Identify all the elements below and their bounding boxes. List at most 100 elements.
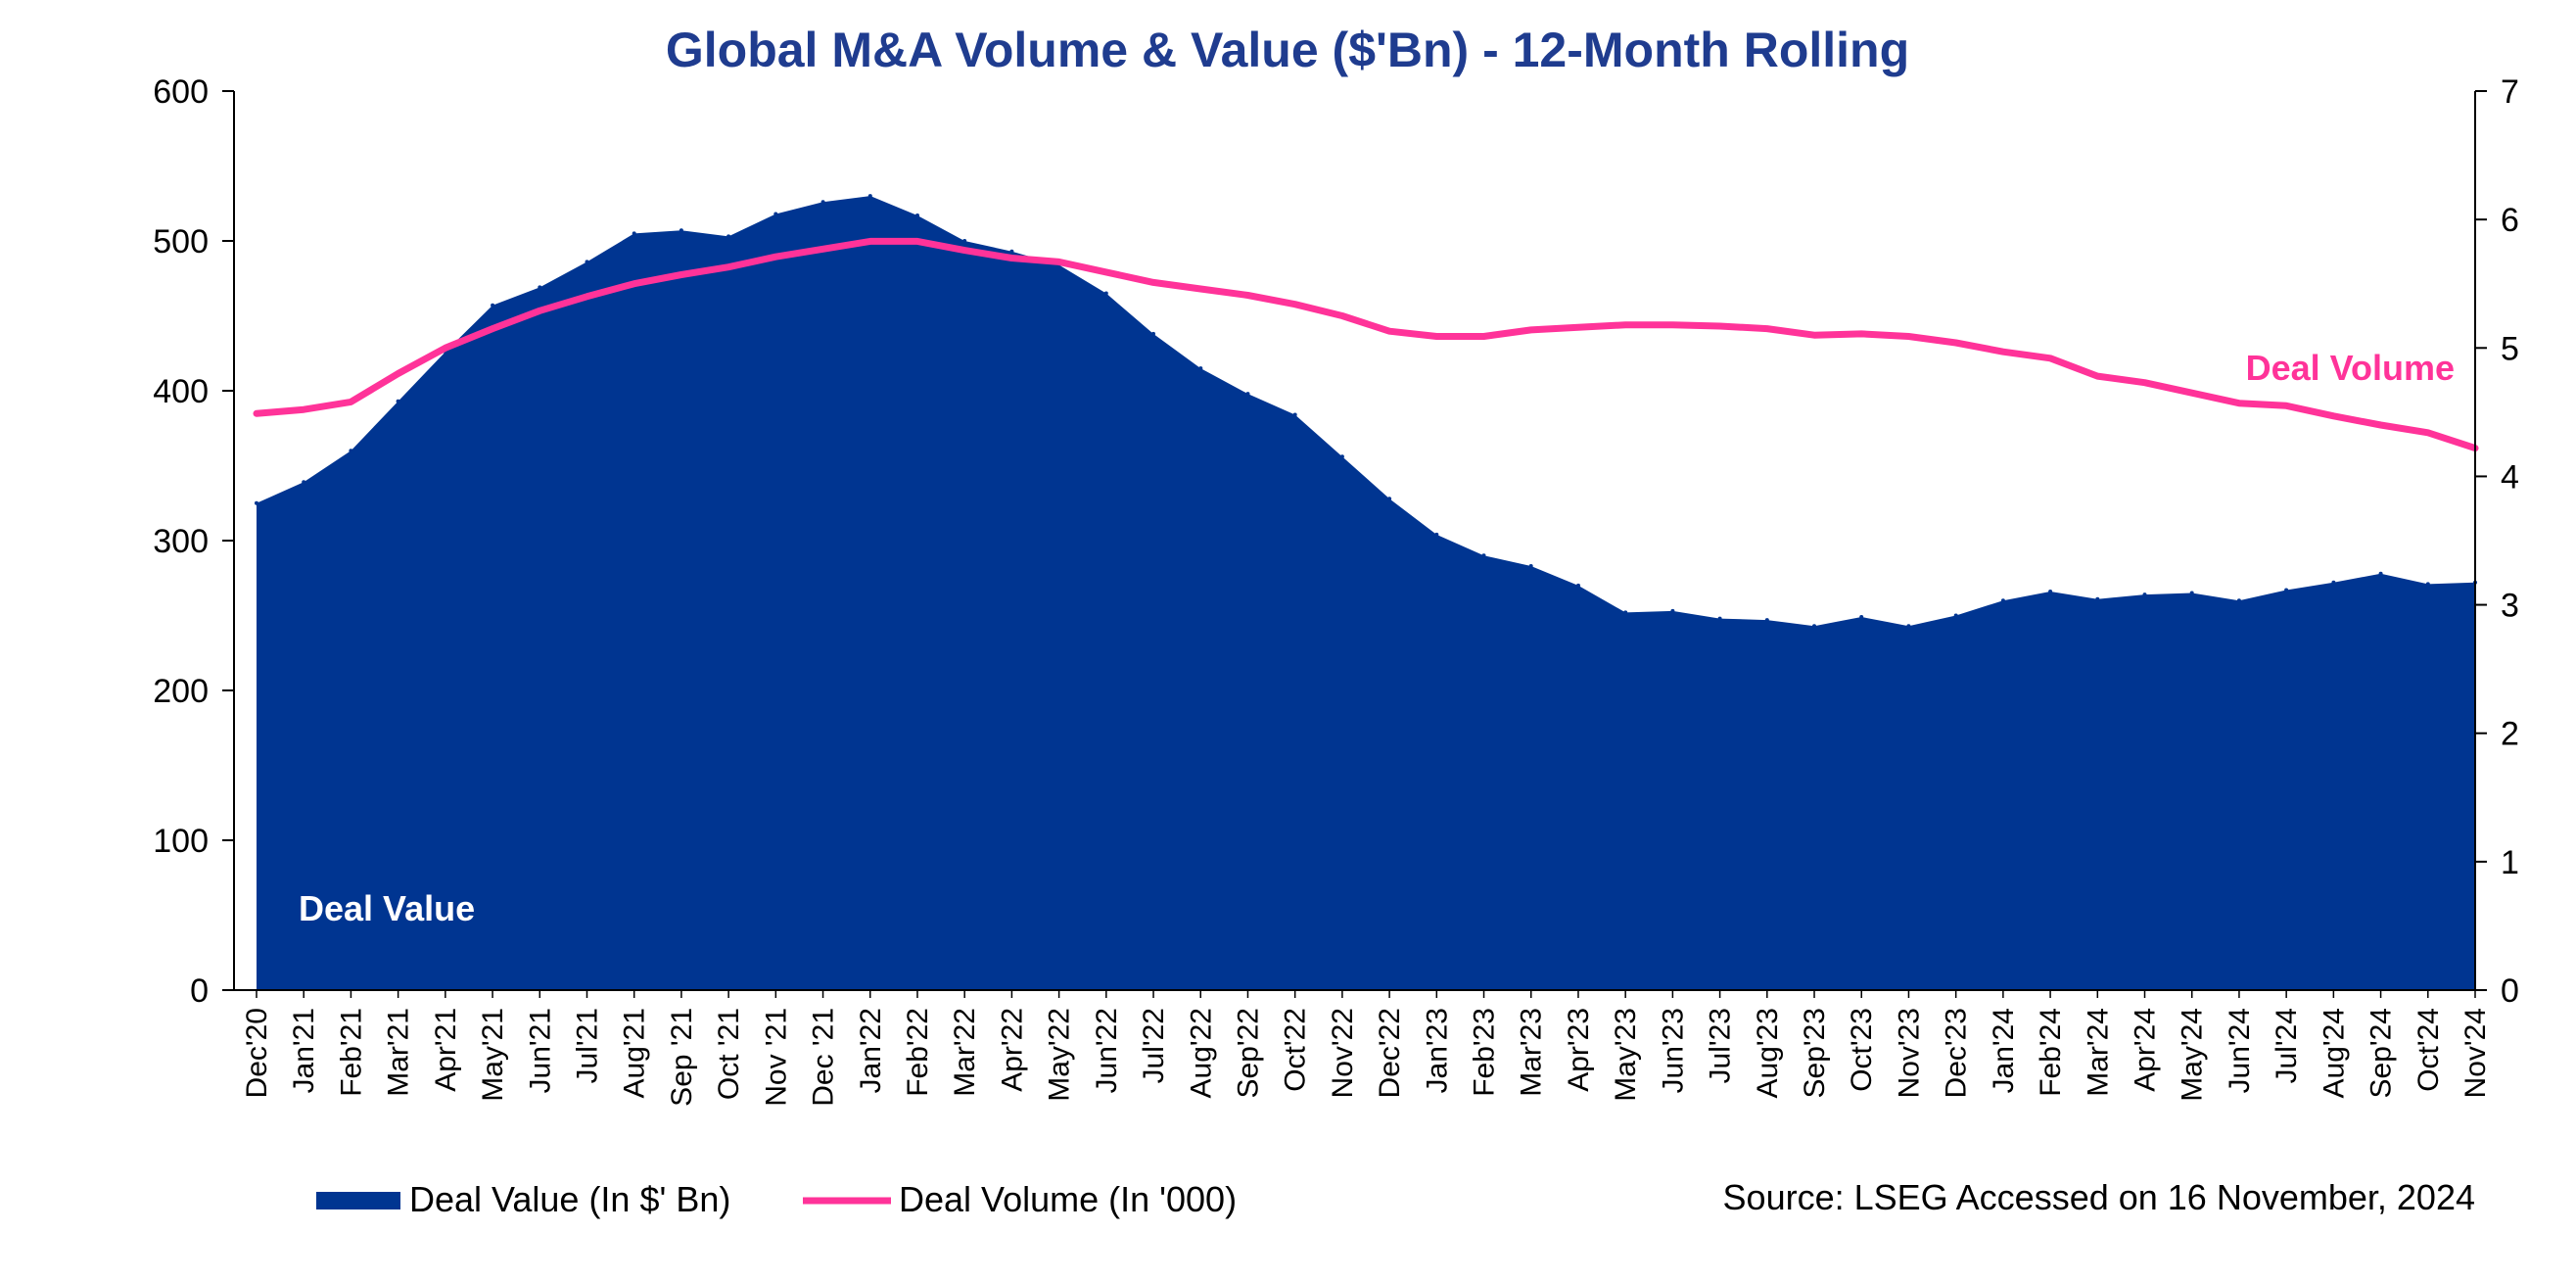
deal-value-point (538, 285, 542, 290)
deal-volume-point (1292, 302, 1297, 307)
y-right-tick-label: 4 (2501, 458, 2519, 496)
annotations: Deal Value Deal Volume (299, 348, 2455, 928)
deal-value-point (2425, 582, 2430, 587)
deal-value-point (302, 480, 306, 485)
legend: Deal Value (In $' Bn) Deal Volume (In '00… (316, 1179, 1237, 1219)
deal-volume-point (1859, 331, 1864, 336)
chart-title: Global M&A Volume & Value ($'Bn) - 12-Mo… (666, 23, 1909, 77)
y-left-tick-label: 500 (153, 223, 209, 261)
deal-value-point (255, 500, 258, 505)
deal-value-point (1151, 331, 1155, 336)
deal-volume-point (1576, 325, 1580, 330)
deal-value-point (585, 260, 589, 264)
legend-swatch-deal-value (316, 1192, 400, 1209)
x-tick-label: Aug'24 (2318, 1008, 2350, 1098)
deal-volume-point (443, 346, 447, 351)
axes: 0 100 200 300 400 500 600 0 1 2 3 4 5 6 7 Dec'20 Jan'21 F… (153, 73, 2519, 1107)
deal-value-point (349, 449, 353, 453)
deal-volume-point (2425, 430, 2430, 435)
deal-volume-point (1056, 260, 1061, 264)
source-note: Source: LSEG Accessed on 16 November, 20… (1723, 1177, 2475, 1217)
deal-value-point (1292, 412, 1297, 417)
x-tick-label: Jun'22 (1091, 1008, 1123, 1093)
plot-area (253, 194, 2479, 991)
deal-volume-point (2048, 356, 2053, 360)
x-tick-label: Jan'23 (1421, 1008, 1453, 1093)
deal-value-annotation: Deal Value (299, 888, 475, 928)
x-tick-label: Dec '21 (808, 1008, 840, 1107)
deal-volume-point (1812, 333, 1816, 338)
x-tick-label: Sep'24 (2365, 1008, 2398, 1098)
y-right-tick-label: 0 (2501, 972, 2519, 1010)
x-tick-label: Mar'23 (1516, 1008, 1548, 1097)
deal-volume-point (1717, 324, 1722, 328)
deal-volume-point (726, 264, 731, 269)
x-tick-label: Jul'24 (2271, 1008, 2303, 1083)
x-tick-label: Feb'24 (2035, 1008, 2067, 1097)
deal-value-point (1717, 616, 1722, 621)
deal-volume-point (1623, 322, 1628, 327)
x-tick-label: Apr'21 (430, 1008, 462, 1092)
deal-value-point (1623, 610, 1628, 615)
y-right-tick-label: 3 (2501, 588, 2519, 625)
deal-volume-point (2000, 350, 2005, 355)
x-tick-label: Mar'24 (2082, 1008, 2114, 1097)
x-tick-label: Jan'21 (288, 1008, 320, 1093)
x-tick-label: Aug'23 (1752, 1008, 1784, 1098)
deal-volume-point (1103, 269, 1108, 274)
deal-volume-annotation: Deal Volume (2246, 348, 2455, 388)
deal-value-point (1198, 366, 1203, 371)
deal-value-point (1670, 608, 1675, 613)
deal-volume-point (962, 248, 967, 253)
x-tick-label: Jul'21 (572, 1008, 604, 1083)
x-tick-label: Jan'24 (1988, 1008, 2020, 1093)
x-tick-label: Feb'21 (335, 1008, 367, 1097)
legend-label-deal-volume: Deal Volume (In '000) (899, 1179, 1237, 1219)
x-tick-label: Jul'22 (1138, 1008, 1170, 1083)
x-tick-label: Dec'23 (1941, 1008, 1973, 1098)
deal-volume-point (1764, 326, 1769, 331)
y-left-tick-label: 400 (153, 373, 209, 410)
deal-value-point (1387, 497, 1392, 501)
x-tick-label: Dec'20 (241, 1008, 273, 1098)
x-tick-label: Sep'22 (1233, 1008, 1265, 1098)
deal-volume-point (1481, 334, 1486, 339)
deal-value-point (2284, 588, 2289, 593)
deal-value-point (915, 213, 919, 217)
deal-volume-point (2189, 391, 2194, 396)
deal-value-point (1481, 553, 1486, 558)
deal-volume-point (2378, 423, 2383, 427)
deal-value-point (1009, 249, 1014, 254)
deal-volume-point (1245, 293, 1250, 298)
x-tick-label: Apr'24 (2130, 1008, 2162, 1092)
deal-value-point (1953, 613, 1958, 618)
deal-volume-point (1434, 334, 1439, 339)
deal-value-point (867, 194, 872, 199)
x-tick-label: Oct '21 (713, 1008, 745, 1100)
deal-value-point (2378, 571, 2383, 576)
deal-value-point (2236, 598, 2241, 603)
x-tick-label: May'24 (2177, 1008, 2209, 1102)
deal-volume-point (1151, 280, 1155, 285)
deal-value-point (1764, 618, 1769, 623)
deal-value-point (2095, 596, 2100, 601)
deal-value-point (2189, 591, 2194, 595)
deal-value-point (491, 303, 495, 308)
y-right-tick-label: 5 (2501, 330, 2519, 367)
x-tick-label: Jan'22 (855, 1008, 887, 1093)
deal-volume-point (2095, 374, 2100, 379)
deal-volume-point (585, 294, 589, 299)
x-tick-label: Jul'23 (1705, 1008, 1737, 1083)
x-tick-label: Mar'22 (949, 1008, 981, 1097)
deal-volume-point (255, 411, 258, 416)
x-tick-label: Nov '21 (760, 1008, 792, 1107)
x-tick-label: Feb'22 (902, 1008, 934, 1097)
deal-value-point (1859, 615, 1864, 619)
x-tick-label: May'22 (1044, 1008, 1076, 1102)
deal-value-point (2048, 590, 2053, 593)
deal-value-point (1812, 624, 1816, 629)
deal-value-point (1528, 564, 1533, 568)
x-tick-label: Feb'23 (1469, 1008, 1501, 1097)
x-tick-label: Mar'21 (383, 1008, 415, 1097)
